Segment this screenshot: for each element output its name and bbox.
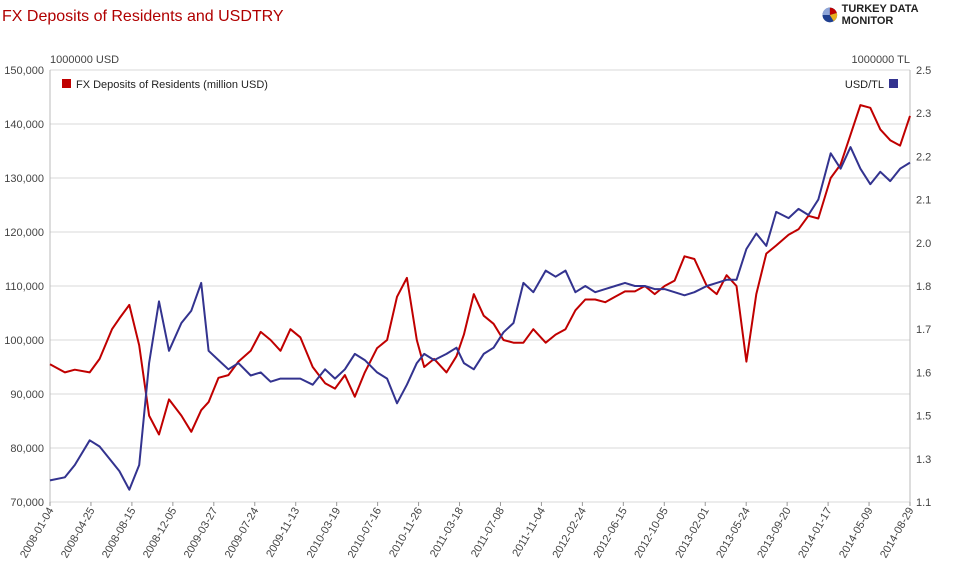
right-tick-label: 2.1 [916,195,931,207]
x-tick-label: 2012-06-15 [591,506,630,561]
x-tick-label: 2009-03-27 [182,506,221,561]
pie-logo-icon [822,7,838,23]
x-tick-label: 2009-07-24 [223,506,262,561]
x-tick-label: 2009-11-13 [264,506,302,560]
x-axis: 2008-01-04 2008-04-25 2008-08-15 2008-12-05… [18,502,917,560]
x-tick-label: 2010-03-19 [305,506,344,561]
right-tick-label: 1.7 [916,324,931,336]
brand-logo: TURKEY DATA MONITOR [822,3,970,27]
x-tick-label: 2012-10-05 [632,506,671,561]
x-tick-label: 2010-07-16 [346,506,385,561]
right-tick-label: 1.6 [916,367,931,379]
x-tick-label: 2008-01-04 [18,506,57,561]
left-tick-label: 100,000 [4,335,44,347]
right-tick-label: 1.3 [916,454,931,466]
left-axis-unit: 1000000 USD [50,54,119,66]
right-tick-label: 1.5 [916,411,931,423]
right-tick-label: 2.5 [916,65,931,77]
legend: FX Deposits of Residents (million USD) US… [62,79,898,91]
right-tick-label: 2.2 [916,151,931,163]
x-tick-label: 2011-11-04 [510,506,548,559]
right-tick-label: 2.3 [916,108,931,120]
right-tick-label: 1.8 [916,281,931,293]
x-tick-label: 2008-08-15 [100,506,139,561]
left-tick-label: 140,000 [4,119,44,131]
left-axis: 70,000 80,000 90,000 100,000 110,000 120,000 1… [4,65,44,509]
right-tick-label: 1.1 [916,497,931,509]
x-tick-label: 2012-02-24 [550,506,589,561]
x-tick-label: 2013-02-01 [673,506,712,561]
deposits-series-line [49,104,911,436]
x-tick-label: 2014-08-29 [878,506,917,561]
x-tick-label: 2014-01-17 [796,506,835,561]
left-tick-label: 110,000 [5,281,44,293]
left-tick-label: 70,000 [10,497,44,509]
x-tick-label: 2008-04-25 [59,506,98,561]
x-tick-label: 2013-09-20 [755,506,794,561]
chart-title: FX Deposits of Residents and USDTRY [2,8,284,25]
x-tick-label: 2008-12-05 [141,506,180,561]
legend-label-usdtl: USD/TL [845,79,884,91]
left-tick-label: 80,000 [10,443,44,455]
series-lines [49,104,911,491]
usdtl-series-line [49,146,911,491]
legend-swatch-deposits [62,79,71,88]
right-tick-label: 2.0 [916,238,931,250]
x-tick-label: 2011-03-18 [428,506,466,560]
x-tick-label: 2013-05-24 [714,506,753,561]
x-tick-label: 2010-11-26 [387,506,425,560]
left-tick-label: 120,000 [4,227,44,239]
left-tick-label: 130,000 [4,173,44,185]
left-tick-label: 150,000 [4,65,44,77]
x-tick-label: 2014-05-09 [837,506,876,561]
right-axis-unit: 1000000 TL [851,54,910,66]
legend-swatch-usdtl [889,79,898,88]
right-axis: 1.1 1.3 1.5 1.6 1.7 1.8 2.0 2.1 2.2 2.3 2.5 [916,65,931,509]
left-tick-label: 90,000 [10,389,44,401]
legend-label-deposits: FX Deposits of Residents (million USD) [76,79,268,91]
grid-lines [49,69,911,503]
x-tick-label: 2011-07-08 [469,506,507,560]
brand-name: TURKEY DATA MONITOR [841,3,919,27]
